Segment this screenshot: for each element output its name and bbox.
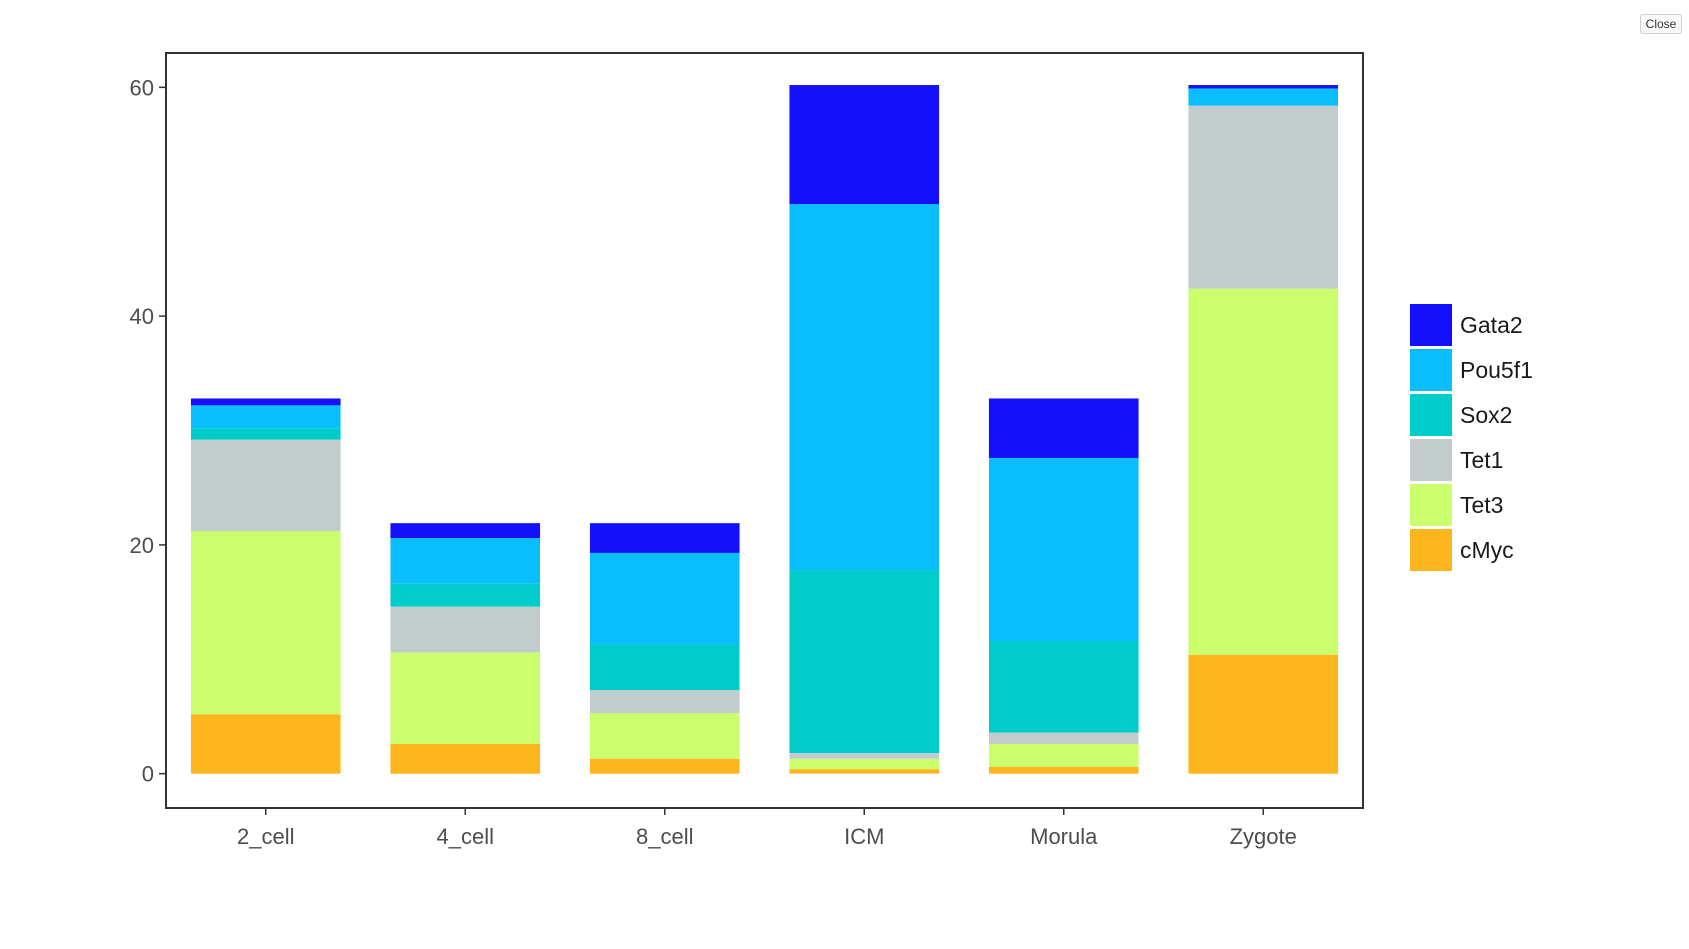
bar-segment-4_cell-Gata2	[390, 523, 541, 539]
bar-segment-ICM-Gata2	[789, 85, 940, 204]
bar-segment-2_cell-cMyc	[190, 714, 341, 774]
bar-segment-ICM-Pou5f1	[789, 204, 940, 571]
legend-key-Gata2	[1410, 304, 1452, 346]
legend-key-Tet3	[1410, 484, 1452, 526]
bar-segment-4_cell-cMyc	[390, 743, 541, 774]
bar-segment-8_cell-Tet3	[589, 713, 740, 759]
x-tick-label: 2_cell	[237, 824, 294, 849]
bar-segment-8_cell-Sox2	[589, 644, 740, 691]
bar-segment-2_cell-Gata2	[190, 398, 341, 406]
legend-key-cMyc	[1410, 529, 1452, 571]
y-axis: 0 20 40 60	[130, 75, 166, 787]
bar-segment-ICM-cMyc	[789, 769, 940, 774]
close-button[interactable]: Close	[1640, 14, 1682, 34]
bar-segment-ICM-Tet1	[789, 753, 940, 759]
bar-segment-Zygote-cMyc	[1188, 654, 1339, 774]
y-tick-label: 60	[130, 75, 154, 100]
bar-segment-4_cell-Pou5f1	[390, 538, 541, 584]
legend-label-Gata2: Gata2	[1460, 312, 1523, 338]
bar-segment-ICM-Sox2	[789, 570, 940, 754]
bar-segment-4_cell-Tet3	[390, 652, 541, 744]
bars-layer	[190, 85, 1339, 774]
x-tick-label: ICM	[844, 824, 884, 849]
bar-segment-8_cell-Pou5f1	[589, 552, 740, 645]
bar-segment-2_cell-Sox2	[190, 428, 341, 440]
bar-segment-8_cell-cMyc	[589, 758, 740, 774]
bar-segment-8_cell-Gata2	[589, 523, 740, 553]
bar-segment-ICM-Tet3	[789, 758, 940, 770]
bar-segment-Morula-Tet1	[988, 732, 1139, 744]
bar-segment-4_cell-Sox2	[390, 583, 541, 607]
bar-segment-Morula-Sox2	[988, 640, 1139, 733]
x-tick-label: 4_cell	[437, 824, 494, 849]
bar-segment-Morula-Gata2	[988, 398, 1139, 458]
legend-key-Tet1	[1410, 439, 1452, 481]
y-tick-label: 20	[130, 533, 154, 558]
y-tick-label: 0	[142, 762, 154, 787]
bar-segment-Zygote-Gata2	[1188, 85, 1339, 89]
bar-segment-8_cell-Tet1	[589, 690, 740, 714]
legend-label-cMyc: cMyc	[1460, 537, 1514, 563]
x-tick-label: Zygote	[1230, 824, 1297, 849]
bar-segment-2_cell-Pou5f1	[190, 405, 341, 429]
plot-frame	[165, 52, 1364, 809]
legend-key-Sox2	[1410, 394, 1452, 436]
legend-label-Sox2: Sox2	[1460, 402, 1512, 428]
bar-segment-2_cell-Tet1	[190, 439, 341, 532]
legend-label-Tet1: Tet1	[1460, 447, 1503, 473]
bar-segment-Zygote-Pou5f1	[1188, 88, 1339, 106]
bar-segment-Morula-Tet3	[988, 743, 1139, 767]
legend: Gata2 Pou5f1 Sox2 Tet1 Tet3 cMyc	[1410, 304, 1533, 571]
bar-segment-2_cell-Tet3	[190, 531, 341, 715]
legend-key-Pou5f1	[1410, 349, 1452, 391]
y-tick-label: 40	[130, 304, 154, 329]
bar-segment-Zygote-Tet1	[1188, 105, 1339, 289]
bar-segment-Zygote-Tet3	[1188, 288, 1339, 655]
x-axis: 2_cell 4_cell 8_cell ICM Morula Zygote	[237, 808, 1297, 849]
legend-label-Pou5f1: Pou5f1	[1460, 357, 1533, 383]
bar-segment-Morula-Pou5f1	[988, 457, 1139, 641]
bar-segment-4_cell-Tet1	[390, 606, 541, 653]
legend-label-Tet3: Tet3	[1460, 492, 1503, 518]
x-tick-label: 8_cell	[636, 824, 693, 849]
bar-segment-Morula-cMyc	[988, 766, 1139, 774]
x-tick-label: Morula	[1030, 824, 1098, 849]
